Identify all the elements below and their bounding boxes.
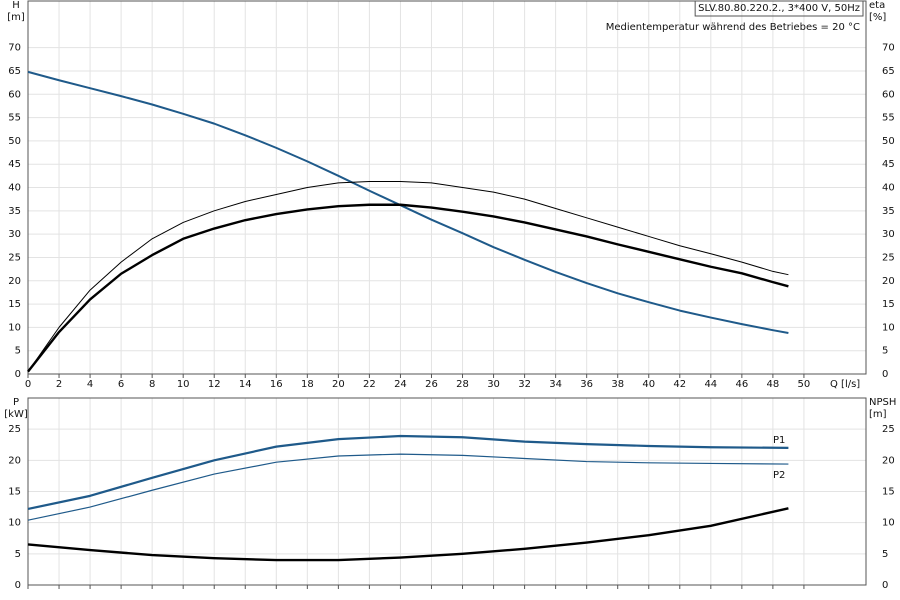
- y-tick-label: 20: [8, 276, 21, 287]
- y-tick-label: 5: [15, 549, 21, 560]
- x-label: Q [l/s]: [830, 379, 860, 390]
- y-tick-label: 70: [8, 43, 21, 54]
- annotation: Medientemperatur während des Betriebes =…: [606, 22, 860, 33]
- x-tick-label: 26: [425, 379, 438, 390]
- x-tick-label: 10: [177, 379, 190, 390]
- y-tick-label: 5: [15, 346, 21, 357]
- y2-tick-label: 15: [882, 299, 895, 310]
- x-tick-label: 24: [394, 379, 407, 390]
- x-tick-label: 50: [798, 379, 811, 390]
- y2-tick-label: 45: [882, 159, 895, 170]
- y2-unit: [%]: [869, 12, 886, 23]
- y-tick-label: 55: [8, 113, 21, 124]
- y-tick-label: 65: [8, 66, 21, 77]
- y2-tick-label: 55: [882, 113, 895, 124]
- y2-tick-label: 0: [882, 580, 888, 591]
- x-tick-label: 30: [487, 379, 500, 390]
- x-tick-label: 46: [735, 379, 748, 390]
- x-tick-label: 8: [149, 379, 155, 390]
- y-unit: [kW]: [4, 409, 28, 420]
- x-tick-label: 42: [673, 379, 686, 390]
- y2-tick-label: 5: [882, 346, 888, 357]
- y2-tick-label: 25: [882, 424, 895, 435]
- y2-tick-label: 60: [882, 89, 895, 100]
- y-tick-label: 20: [8, 455, 21, 466]
- series-line: [27, 453, 789, 521]
- y2-tick-label: 20: [882, 276, 895, 287]
- series-label: P1: [773, 435, 785, 446]
- y-tick-label: 0: [15, 369, 21, 380]
- y2-tick-label: 30: [882, 229, 895, 240]
- x-tick-label: 12: [208, 379, 221, 390]
- x-tick-label: 34: [549, 379, 562, 390]
- x-tick-label: 36: [580, 379, 593, 390]
- y2-tick-label: 70: [882, 43, 895, 54]
- y-tick-label: 45: [8, 159, 21, 170]
- x-tick-label: 18: [301, 379, 314, 390]
- y-unit: [m]: [7, 12, 25, 23]
- x-tick-label: 48: [767, 379, 780, 390]
- series-line: [27, 507, 789, 562]
- y-tick-label: 50: [8, 136, 21, 147]
- y-tick-label: 15: [8, 487, 21, 498]
- x-tick-label: 40: [642, 379, 655, 390]
- y-label: H: [12, 0, 20, 11]
- y2-tick-label: 5: [882, 549, 888, 560]
- y2-tick-label: 25: [882, 252, 895, 263]
- y-tick-label: 10: [8, 518, 21, 529]
- y-tick-label: 0: [15, 580, 21, 591]
- y-label: P: [13, 397, 19, 408]
- y-tick-label: 30: [8, 229, 21, 240]
- y-tick-label: 10: [8, 322, 21, 333]
- annotation-box: [694, 0, 864, 17]
- y2-tick-label: 35: [882, 206, 895, 217]
- x-tick-label: 2: [56, 379, 62, 390]
- x-tick-label: 38: [611, 379, 624, 390]
- y-tick-label: 25: [8, 252, 21, 263]
- x-tick-label: 4: [87, 379, 93, 390]
- x-tick-label: 6: [118, 379, 124, 390]
- y-tick-label: 15: [8, 299, 21, 310]
- series-line: [27, 203, 789, 373]
- series-line: [27, 180, 789, 372]
- y2-tick-label: 0: [882, 369, 888, 380]
- series-line: [27, 70, 789, 334]
- y-tick-label: 35: [8, 206, 21, 217]
- x-tick-label: 16: [270, 379, 283, 390]
- y2-tick-label: 40: [882, 183, 895, 194]
- y2-tick-label: 10: [882, 322, 895, 333]
- y2-tick-label: 50: [882, 136, 895, 147]
- y2-tick-label: 65: [882, 66, 895, 77]
- x-tick-label: 22: [363, 379, 376, 390]
- y-tick-label: 40: [8, 183, 21, 194]
- y2-tick-label: 15: [882, 487, 895, 498]
- x-tick-label: 0: [25, 379, 31, 390]
- plot-frame: [27, 0, 867, 375]
- series-label: P2: [773, 470, 785, 481]
- x-tick-label: 14: [239, 379, 252, 390]
- annotation: SLV.80.80.220.2., 3*400 V, 50Hz: [698, 3, 860, 14]
- y2-tick-label: 10: [882, 518, 895, 529]
- y2-label: NPSH: [869, 397, 896, 408]
- y-tick-label: 60: [8, 89, 21, 100]
- plot-frame: [27, 397, 867, 586]
- y2-label: eta: [869, 0, 885, 11]
- x-tick-label: 20: [332, 379, 345, 390]
- series-line: [27, 434, 789, 511]
- x-tick-label: 28: [456, 379, 469, 390]
- y-tick-label: 25: [8, 424, 21, 435]
- y2-tick-label: 20: [882, 455, 895, 466]
- x-tick-label: 44: [704, 379, 717, 390]
- x-tick-label: 32: [518, 379, 531, 390]
- y2-unit: [m]: [869, 409, 887, 420]
